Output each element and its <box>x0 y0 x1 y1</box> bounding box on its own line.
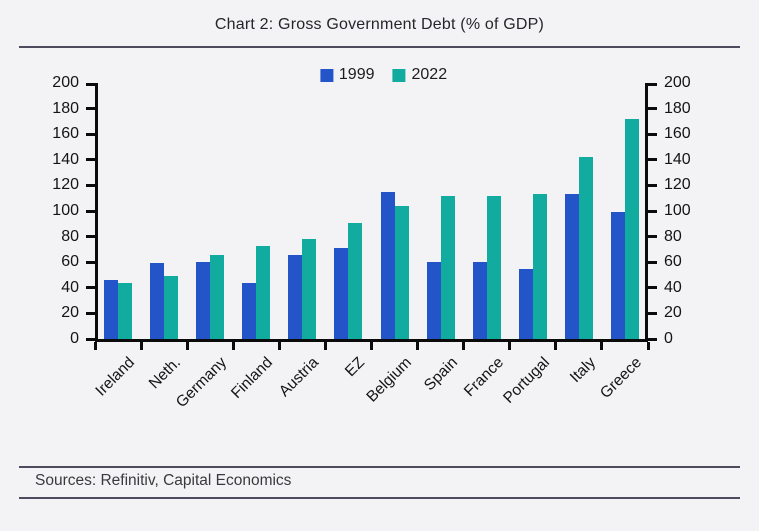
y-axis-label-left: 160 <box>52 125 79 143</box>
y-axis-label-right: 120 <box>664 176 691 194</box>
y-tick-left <box>86 158 95 162</box>
legend: 1999 2022 <box>319 66 448 84</box>
bar-1999-greece <box>610 212 625 339</box>
bar-1999-finland <box>242 283 257 339</box>
x-tick <box>416 342 420 350</box>
bar-1999-italy <box>564 194 579 339</box>
bar-2022-austria <box>302 239 317 339</box>
bar-2022-neth <box>164 276 179 339</box>
bar-2022-belgium <box>394 206 409 339</box>
y-tick-right <box>648 158 657 162</box>
x-tick <box>139 342 143 350</box>
bar-2022-spain <box>440 196 455 339</box>
bar-2022-ireland <box>118 283 133 339</box>
y-axis-label-right: 160 <box>664 125 691 143</box>
x-tick <box>277 342 281 350</box>
x-axis <box>95 339 648 342</box>
y-tick-right <box>648 311 657 315</box>
y-tick-right <box>648 132 657 136</box>
y-tick-right <box>648 107 657 111</box>
y-axis-label-left: 60 <box>61 253 79 271</box>
y-axis-label-left: 40 <box>61 278 79 296</box>
sources-note: Sources: Refinitiv, Capital Economics <box>35 472 292 489</box>
y-tick-right <box>648 83 657 86</box>
bar-1999-ireland <box>104 280 119 339</box>
y-axis-label-right: 20 <box>664 304 682 322</box>
legend-label-1999: 1999 <box>338 66 375 83</box>
bar-2022-ez <box>348 223 363 339</box>
y-tick-left <box>86 337 95 341</box>
y-axis-label-right: 60 <box>664 253 682 271</box>
y-tick-right <box>648 235 657 239</box>
legend-item-1999: 1999 <box>319 66 375 84</box>
bar-2022-portugal <box>532 194 547 339</box>
y-axis-label-right: 80 <box>664 227 682 245</box>
y-tick-left <box>86 132 95 136</box>
y-tick-left <box>86 183 95 187</box>
x-tick <box>185 342 189 350</box>
y-axis-label-left: 120 <box>52 176 79 194</box>
y-axis-label-right: 180 <box>664 99 691 117</box>
y-axis-left <box>95 83 98 342</box>
bar-2022-italy <box>578 157 593 339</box>
legend-swatch-2022 <box>392 68 406 82</box>
x-tick <box>93 342 97 350</box>
y-tick-left <box>86 260 95 264</box>
x-tick <box>554 342 558 350</box>
y-tick-left <box>86 235 95 239</box>
bar-1999-neth <box>150 263 165 339</box>
y-tick-left <box>86 107 95 111</box>
y-axis-label-left: 0 <box>70 330 79 347</box>
bar-1999-germany <box>196 262 211 339</box>
y-tick-right <box>648 337 657 341</box>
y-axis-label-right: 100 <box>664 202 691 219</box>
title-divider <box>19 46 740 48</box>
x-tick <box>600 342 604 350</box>
x-tick <box>370 342 373 350</box>
y-tick-right <box>648 183 657 187</box>
x-tick <box>323 342 327 350</box>
bar-chart: 1999 2022 0 0 20 20 40 40 60 60 80 80 100 100 120 120 1… <box>52 66 690 411</box>
bar-2022-greece <box>624 119 639 339</box>
bar-2022-germany <box>210 255 225 339</box>
y-axis-label-right: 140 <box>664 150 691 168</box>
y-tick-right <box>648 260 657 264</box>
legend-label-2022: 2022 <box>411 66 448 83</box>
y-axis-label-left: 20 <box>61 304 79 322</box>
footer-divider-bottom <box>19 497 740 499</box>
footer-divider-top <box>19 466 740 468</box>
y-axis-label-right: 0 <box>664 330 673 347</box>
bar-1999-portugal <box>518 269 533 339</box>
bar-2022-france <box>486 196 501 339</box>
y-tick-left <box>86 286 95 290</box>
bar-1999-france <box>472 262 487 339</box>
legend-swatch-1999 <box>319 68 333 82</box>
bar-1999-belgium <box>380 192 395 339</box>
y-tick-left <box>86 311 95 315</box>
bar-2022-finland <box>256 246 271 339</box>
y-tick-left <box>86 83 95 86</box>
y-tick-left <box>86 209 95 213</box>
y-axis-label-left: 200 <box>52 74 79 91</box>
y-tick-right <box>648 209 657 213</box>
bar-1999-ez <box>334 248 349 339</box>
bar-1999-austria <box>288 255 303 339</box>
y-tick-right <box>648 286 657 290</box>
x-tick <box>646 342 650 350</box>
y-axis-label-left: 180 <box>52 99 79 117</box>
chart-title: Chart 2: Gross Government Debt (% of GDP… <box>214 16 545 33</box>
x-tick <box>462 342 466 350</box>
x-tick <box>231 342 235 350</box>
y-axis-label-right: 200 <box>664 74 691 91</box>
bar-1999-spain <box>426 262 441 339</box>
y-axis-right <box>645 83 648 342</box>
x-tick <box>508 342 512 350</box>
y-axis-label-left: 140 <box>52 150 79 168</box>
y-axis-label-left: 100 <box>52 202 79 219</box>
y-axis-label-left: 80 <box>61 227 79 245</box>
legend-item-2022: 2022 <box>392 66 448 84</box>
y-axis-label-right: 40 <box>664 278 682 296</box>
